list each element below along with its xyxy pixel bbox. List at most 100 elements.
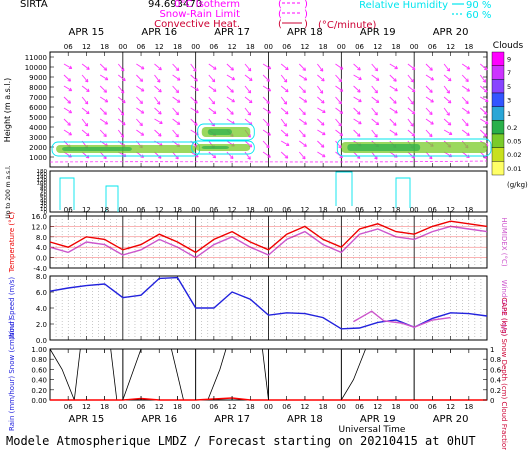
day-label: APR 18 (287, 27, 323, 38)
wind-arrowhead (302, 89, 306, 94)
hour-label: 12 (155, 403, 164, 411)
wind-arrowhead (266, 122, 270, 127)
wind-arrowhead (122, 77, 126, 82)
wind-arrowhead (212, 154, 217, 159)
y-tick-label: 9000 (29, 74, 47, 82)
hour-label: 12 (373, 206, 382, 214)
wind-arrowhead (319, 68, 324, 72)
wind-arrowhead (230, 111, 234, 115)
lowlevel-tick-label: 30 (40, 201, 47, 207)
wind-arrow (479, 151, 487, 159)
wind-arrowhead (266, 144, 270, 149)
wind-arrowhead (247, 156, 251, 160)
legend-mid-label: Snow-Rain Limit (159, 9, 240, 20)
wind-arrowhead (320, 144, 325, 148)
wind-arrow (443, 129, 453, 135)
day-label: APR 17 (214, 414, 250, 425)
wind-arrow (208, 63, 217, 70)
wind-arrowhead (375, 99, 380, 103)
y-tick-label: 4000 (29, 124, 47, 132)
colorbar-cell (491, 92, 505, 107)
lowlevel-tick-label: 140 (37, 175, 48, 181)
wind-arrowhead (410, 101, 414, 105)
lowlevel-tick-label: 0 (44, 210, 48, 216)
wind-arrow (461, 63, 470, 70)
wind-arrowhead (357, 89, 361, 93)
hour-label: 00 (410, 206, 419, 214)
wind-arrow (172, 96, 181, 103)
wind-arrow (208, 151, 216, 159)
lowlevel-tick-label: 20 (40, 204, 47, 210)
wind-arrow (81, 74, 89, 83)
y-tick-label: 8.0 (36, 234, 47, 242)
lowlevel-tick-label: 60 (40, 192, 47, 198)
hour-label: 18 (391, 43, 400, 51)
wind-arrowhead (394, 65, 398, 70)
y-tick-label-right: 0.2 (490, 387, 501, 395)
hour-label: 12 (228, 206, 237, 214)
wind-arrowhead (211, 78, 216, 83)
wind-arrow (63, 118, 71, 126)
hour-label: 12 (300, 206, 309, 214)
wind-arrow (208, 85, 217, 92)
y-tick-label: 6000 (29, 104, 47, 112)
wind-arrow (136, 107, 145, 114)
wind-arrow (443, 96, 452, 104)
wind-arrow (443, 63, 450, 72)
wind-arrow (317, 140, 325, 148)
wind-arrow (99, 129, 107, 137)
wind-arrowhead (231, 76, 236, 81)
cloud-core (207, 129, 233, 135)
hour-label: 18 (100, 43, 109, 51)
wind-arrow (298, 85, 306, 93)
wind-arrowhead (339, 66, 344, 70)
wind-arrow (262, 140, 270, 148)
wind-arrowhead (357, 111, 361, 115)
wind-arrow (154, 96, 161, 105)
legend-mid-unit: (°C/minute) (318, 20, 377, 31)
wind-arrowhead (84, 78, 89, 83)
hour-label: 06 (428, 43, 437, 51)
hour-label: 18 (173, 206, 182, 214)
wind-arrow (407, 118, 414, 127)
hour-label: 06 (64, 206, 73, 214)
y-tick-label: 4.0 (36, 305, 47, 313)
wind-arrow (389, 63, 398, 70)
wind-arrowhead (303, 99, 308, 103)
wind-arrow (172, 151, 179, 160)
day-label: APR 16 (141, 414, 177, 425)
wind-arrowhead (465, 78, 469, 83)
wind-arrow (136, 74, 143, 82)
colorbar-cell (491, 51, 505, 66)
hour-label: 12 (300, 403, 309, 411)
lowlevel-humidity-contour (335, 171, 353, 206)
wind-arrow (389, 129, 398, 136)
wind-arrowhead (140, 88, 145, 92)
lowlevel-humidity-contour (105, 185, 119, 212)
wind-arrow (280, 63, 289, 71)
wind-arrow (154, 107, 162, 115)
wind-arrowhead (338, 78, 342, 83)
wind-arrow (190, 85, 199, 91)
wind-arrowhead (139, 122, 143, 127)
wind-arrow (99, 118, 108, 125)
wind-arrowhead (85, 132, 90, 137)
wind-arrowhead (465, 100, 469, 105)
y-tick-label: 7000 (29, 94, 47, 102)
wind-arrowhead (86, 88, 90, 92)
wind-arrowhead (411, 66, 416, 70)
wind-arrowhead (338, 144, 342, 149)
wind-arrow (299, 140, 307, 147)
wind-arrowhead (267, 88, 272, 92)
y-tick-label-right: 1 (490, 346, 494, 354)
wind-arrowhead (447, 77, 452, 82)
wind-arrowhead (175, 111, 179, 116)
wind-arrow (371, 74, 380, 81)
wind-arrow (371, 107, 378, 116)
wind-arrowhead (175, 89, 180, 94)
wind-arrowhead (356, 133, 361, 137)
wind-arrow (208, 74, 216, 83)
wind-arrowhead (358, 120, 362, 125)
wind-arrow (335, 107, 343, 114)
hour-label: 06 (355, 403, 364, 411)
